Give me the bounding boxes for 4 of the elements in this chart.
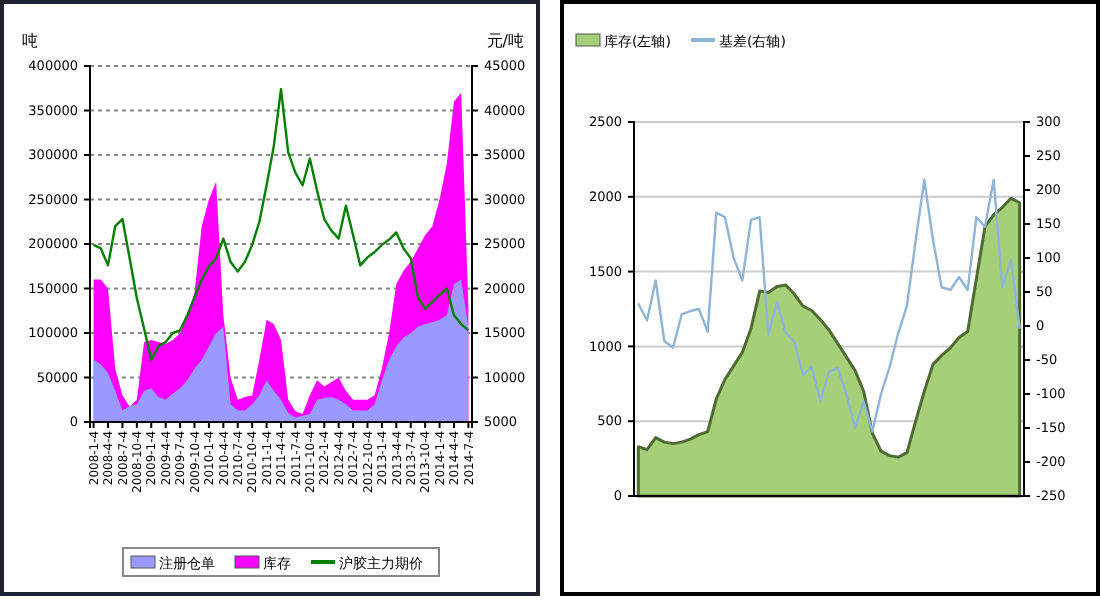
line-series: [92, 87, 470, 361]
y-axis-title: 吨: [22, 32, 38, 50]
line-series: [637, 178, 1021, 433]
y2-axis-title: 元/吨: [486, 32, 524, 50]
